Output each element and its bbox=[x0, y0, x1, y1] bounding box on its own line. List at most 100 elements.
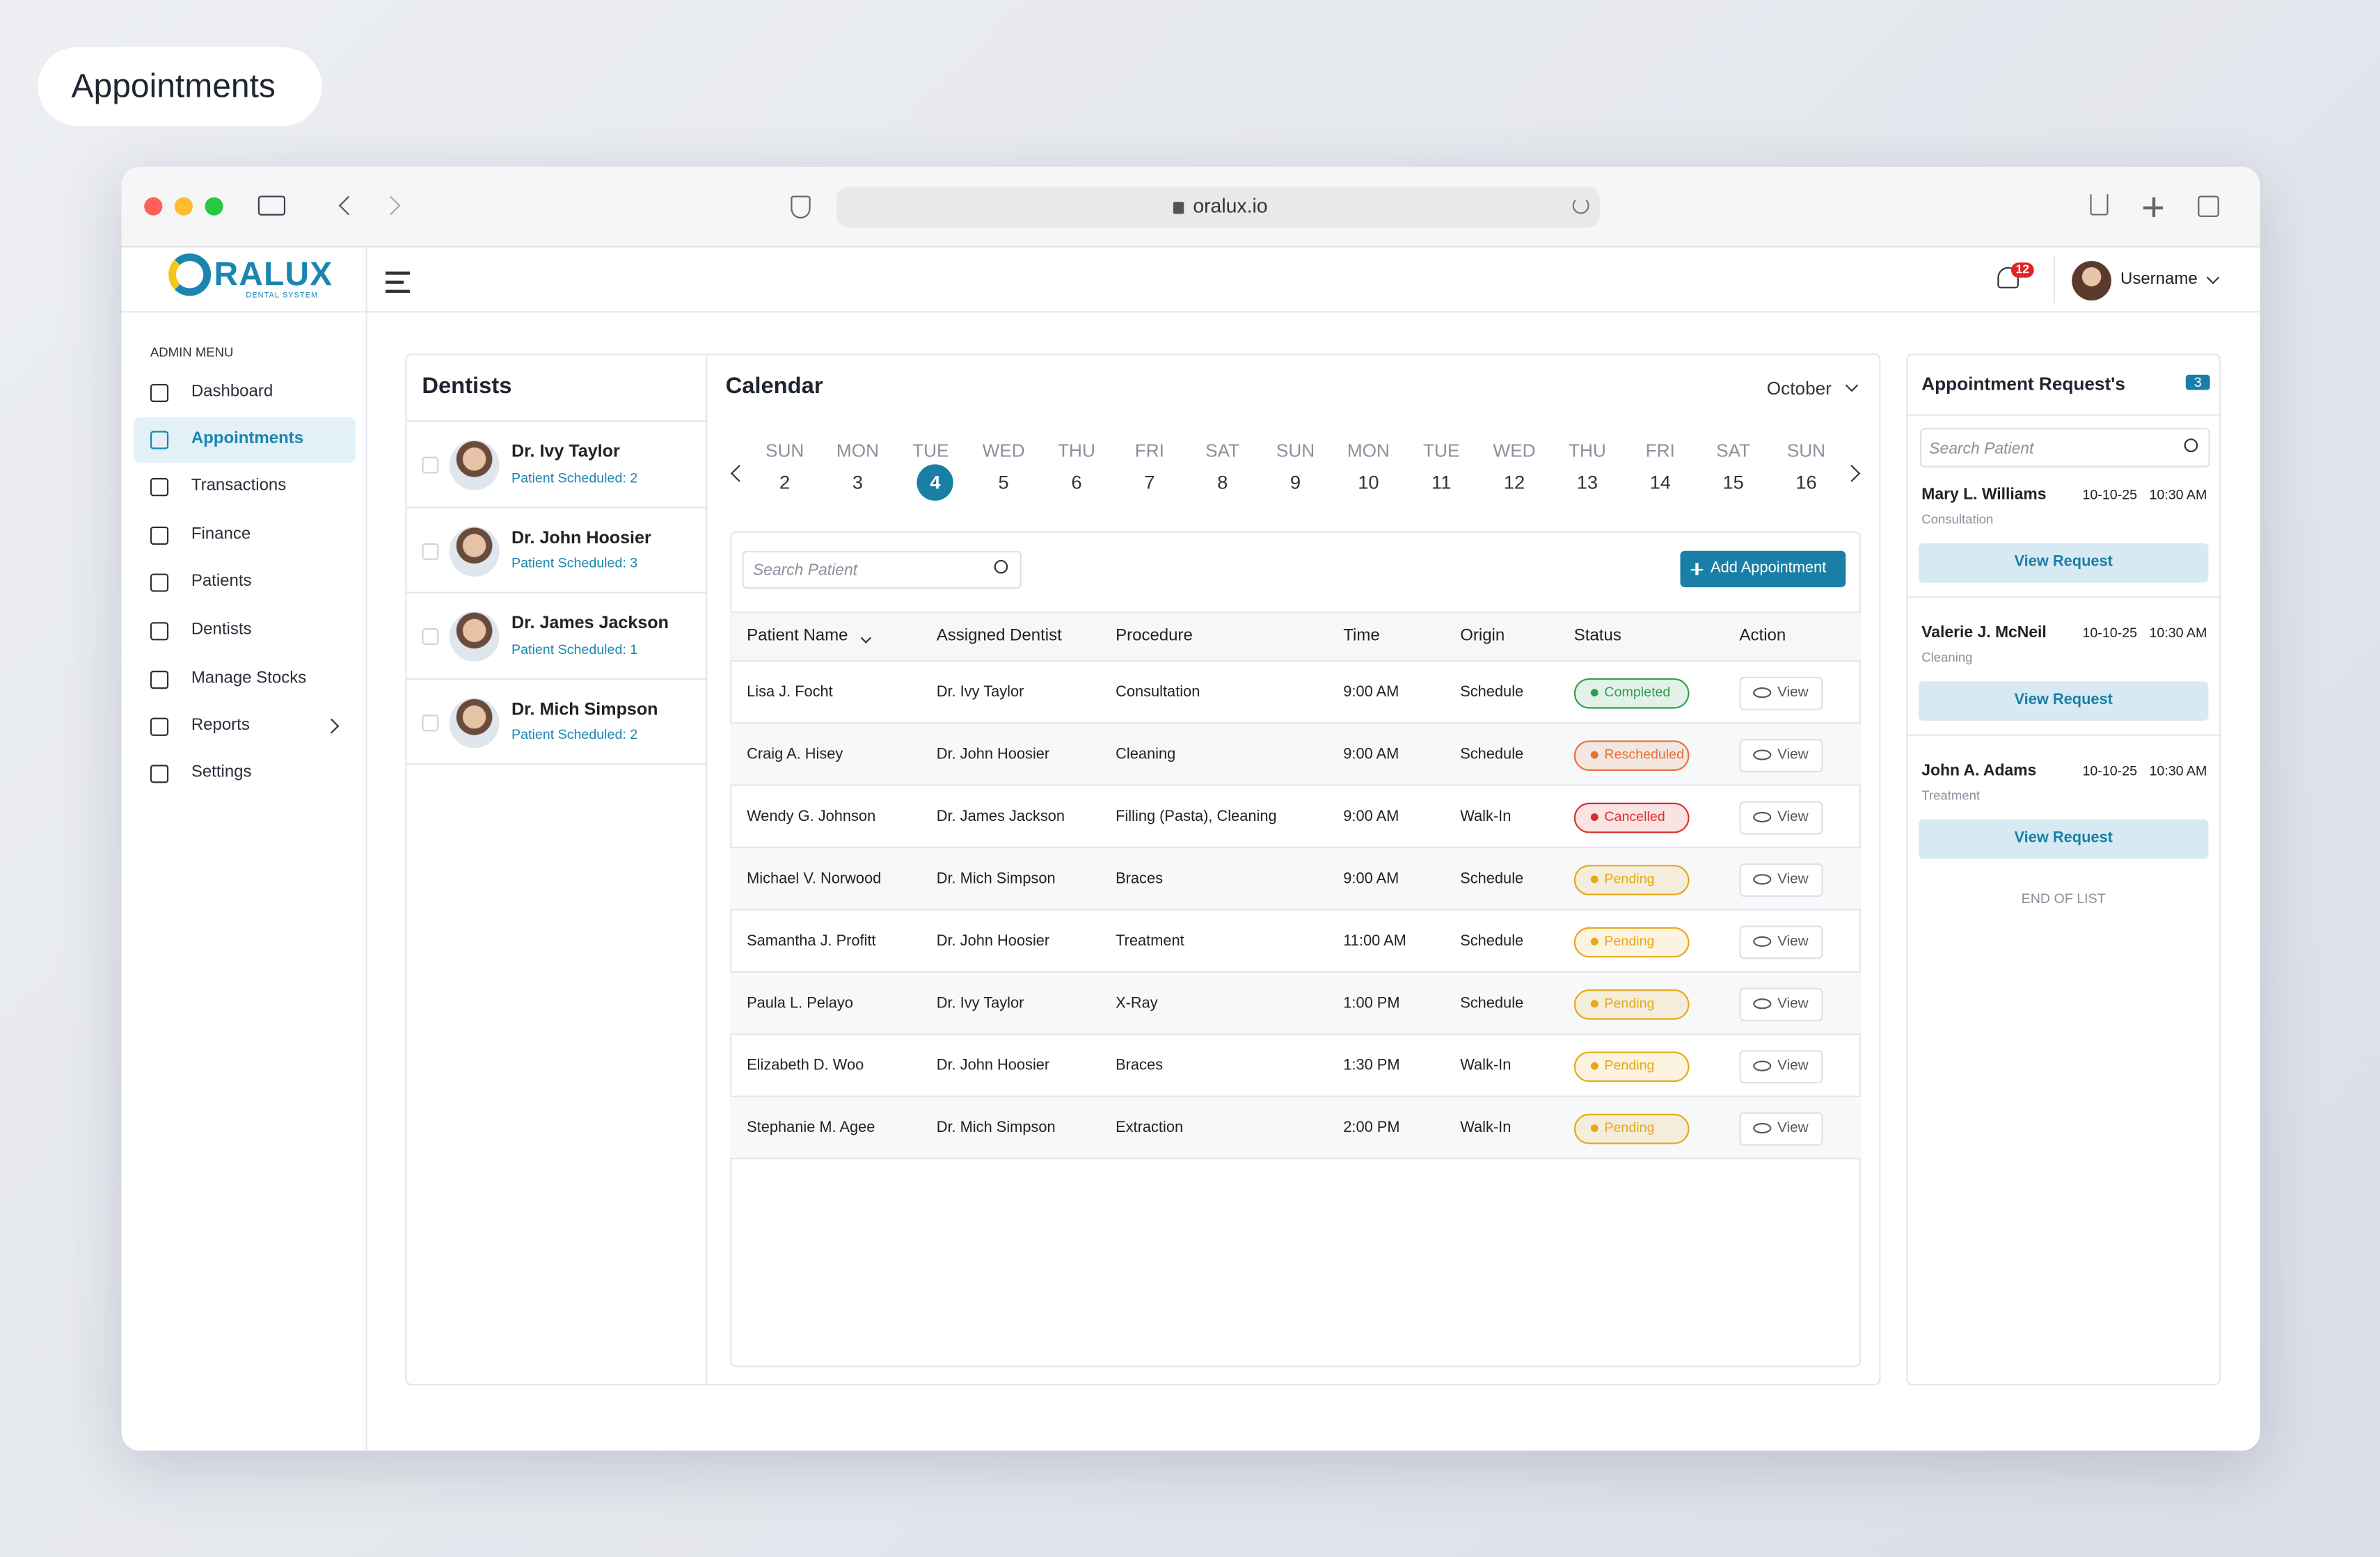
table-row bbox=[730, 1035, 1862, 1097]
status-dot bbox=[1590, 751, 1598, 759]
add-plus-v bbox=[1696, 563, 1698, 575]
request-divider bbox=[1906, 734, 2221, 736]
add-appointment-button[interactable] bbox=[1680, 550, 1846, 588]
requests-count: 3 bbox=[2185, 374, 2210, 391]
view-label[interactable]: View bbox=[1777, 995, 1809, 1012]
view-request-button[interactable] bbox=[1918, 819, 2209, 859]
view-label[interactable]: View bbox=[1777, 932, 1809, 950]
month-selector[interactable]: October bbox=[1766, 377, 1832, 399]
logo-icon bbox=[168, 253, 212, 296]
status-label: Pending bbox=[1604, 1119, 1655, 1135]
table-cell: Schedule bbox=[1460, 746, 1524, 763]
menu-item[interactable]: Dashboard bbox=[191, 383, 273, 401]
column-header: Time bbox=[1343, 627, 1380, 646]
reload-icon[interactable] bbox=[1572, 197, 1589, 214]
shield-icon bbox=[791, 195, 811, 219]
checkbox[interactable] bbox=[422, 714, 439, 731]
menu-toggle-line[interactable] bbox=[385, 271, 410, 275]
requests-search-placeholder: Search Patient bbox=[1929, 439, 2034, 458]
menu-item[interactable]: Reports bbox=[191, 717, 250, 735]
checkbox[interactable] bbox=[422, 628, 439, 645]
view-request-button[interactable] bbox=[1918, 681, 2209, 721]
view-label[interactable]: View bbox=[1777, 746, 1809, 763]
dentist-name: Dr. James Jackson bbox=[511, 614, 669, 633]
menu-icon bbox=[150, 717, 169, 736]
checkbox[interactable] bbox=[422, 542, 439, 559]
sidebar-toggle bbox=[257, 195, 286, 216]
requests-header-line bbox=[1906, 414, 2221, 416]
day-date: 15 bbox=[1722, 471, 1744, 493]
view-request-button[interactable] bbox=[1918, 543, 2209, 583]
dentist-row[interactable] bbox=[405, 422, 708, 508]
view-button[interactable] bbox=[1739, 987, 1823, 1021]
table-row bbox=[730, 911, 1862, 973]
sidebar-divider bbox=[365, 247, 367, 1451]
table-cell: Walk-In bbox=[1460, 1057, 1512, 1074]
table-cell: 1:30 PM bbox=[1343, 1057, 1400, 1074]
checkbox[interactable] bbox=[422, 456, 439, 474]
requests-search[interactable] bbox=[1920, 428, 2210, 468]
table-row bbox=[730, 662, 1862, 724]
view-label[interactable]: View bbox=[1777, 870, 1809, 888]
menu-item[interactable]: Finance bbox=[191, 525, 251, 544]
add-appointment-label[interactable]: Add Appointment bbox=[1711, 559, 1827, 577]
search-box[interactable] bbox=[742, 550, 1022, 589]
window-control[interactable] bbox=[205, 197, 223, 216]
dentist-row[interactable] bbox=[405, 679, 708, 765]
request-name: Valerie J. McNeil bbox=[1921, 623, 2047, 641]
status-label: Pending bbox=[1604, 933, 1655, 949]
url-bar[interactable] bbox=[836, 186, 1600, 228]
menu-item[interactable]: Appointments bbox=[191, 430, 304, 449]
table-cell: Braces bbox=[1116, 870, 1163, 887]
request-type: Cleaning bbox=[1921, 649, 1973, 665]
bell-icon[interactable] bbox=[1997, 266, 2019, 289]
view-label[interactable]: View bbox=[1777, 808, 1809, 826]
dentist-name: Dr. Mich Simpson bbox=[511, 700, 658, 719]
view-request-label[interactable]: View Request bbox=[2014, 830, 2113, 847]
page-label-pill bbox=[38, 47, 322, 127]
table-cell: Dr. James Jackson bbox=[936, 808, 1065, 825]
day-name: THU bbox=[1568, 440, 1606, 461]
day-name: FRI bbox=[1645, 440, 1675, 461]
search-placeholder: Search Patient bbox=[752, 561, 858, 580]
menu-item[interactable]: Patients bbox=[191, 573, 252, 591]
user-name[interactable]: Username bbox=[2120, 271, 2198, 289]
status-label: Pending bbox=[1604, 1057, 1655, 1073]
view-request-label[interactable]: View Request bbox=[2014, 554, 2113, 571]
dentist-scheduled: Patient Scheduled: 1 bbox=[511, 641, 638, 657]
user-avatar[interactable] bbox=[2072, 261, 2111, 301]
dentist-avatar bbox=[449, 611, 500, 662]
window-control[interactable] bbox=[174, 197, 193, 216]
view-label[interactable]: View bbox=[1777, 684, 1809, 701]
request-divider bbox=[1906, 596, 2221, 598]
menu-item[interactable]: Settings bbox=[191, 763, 252, 783]
view-eye bbox=[1753, 936, 1772, 948]
view-label[interactable]: View bbox=[1777, 1057, 1809, 1074]
day-date: 9 bbox=[1290, 471, 1301, 493]
menu-item[interactable]: Manage Stocks bbox=[191, 669, 307, 688]
dentist-row[interactable] bbox=[405, 593, 708, 680]
table-cell: Dr. John Hoosier bbox=[936, 1057, 1050, 1074]
table-cell: Dr. John Hoosier bbox=[936, 746, 1050, 763]
menu-item[interactable]: Transactions bbox=[191, 477, 287, 495]
table-cell: 9:00 AM bbox=[1343, 746, 1399, 763]
day-name: MON bbox=[836, 440, 879, 461]
column-header[interactable]: Patient Name bbox=[747, 627, 848, 646]
table-cell: Craig A. Hisey bbox=[747, 746, 843, 763]
day-date: 13 bbox=[1576, 471, 1598, 493]
dentists-title: Dentists bbox=[422, 373, 512, 399]
view-request-label[interactable]: View Request bbox=[2014, 692, 2113, 709]
view-label[interactable]: View bbox=[1777, 1119, 1809, 1137]
window-control[interactable] bbox=[144, 197, 163, 216]
dentist-row[interactable] bbox=[405, 508, 708, 593]
table-row bbox=[730, 786, 1862, 849]
day-date: 2 bbox=[779, 471, 791, 493]
share-icon[interactable] bbox=[2090, 194, 2109, 216]
status-label: Pending bbox=[1604, 996, 1655, 1011]
table-row bbox=[730, 848, 1862, 911]
status-dot bbox=[1590, 1124, 1598, 1133]
day-date: 12 bbox=[1503, 471, 1525, 493]
status-pill bbox=[1573, 801, 1690, 833]
menu-item[interactable]: Dentists bbox=[191, 621, 252, 640]
